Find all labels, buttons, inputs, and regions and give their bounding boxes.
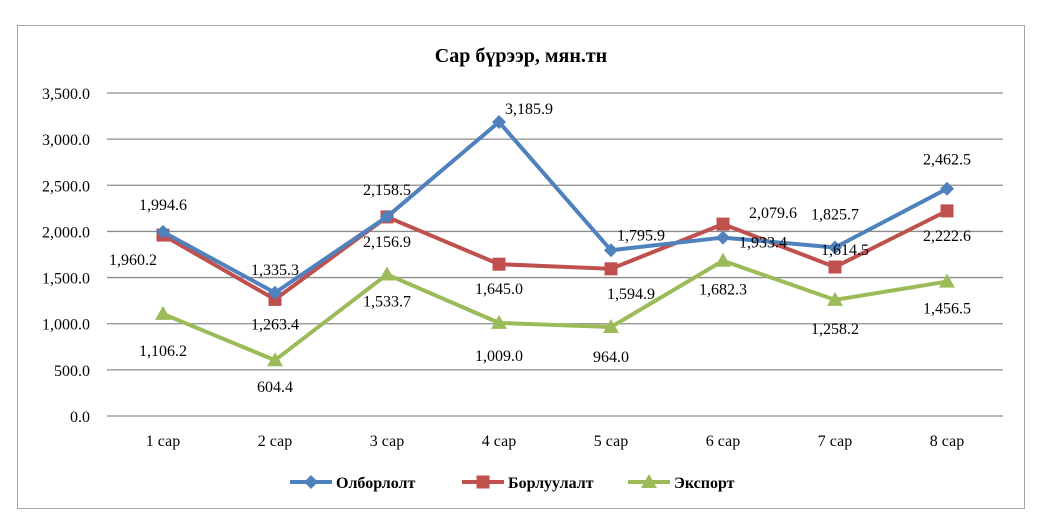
y-tick-label: 2,000.0 xyxy=(42,224,90,241)
diamond-marker-icon xyxy=(156,224,170,239)
diamond-marker-icon xyxy=(828,240,842,255)
data-label: 964.0 xyxy=(593,349,629,366)
diamond-marker-icon xyxy=(380,209,394,224)
data-label: 1,533.7 xyxy=(363,293,411,310)
x-tick-label: 5 сар xyxy=(594,433,628,450)
y-tick-label: 500.0 xyxy=(54,363,90,380)
triangle-marker-icon xyxy=(491,314,507,329)
legend-label: Борлуулалт xyxy=(508,475,594,492)
x-tick-label: 4 сар xyxy=(482,433,516,450)
y-tick-label: 3,000.0 xyxy=(42,132,90,149)
chart-title: Сар бүрээр, мян.тн xyxy=(435,45,607,67)
y-tick-label: 1,500.0 xyxy=(42,271,90,288)
data-label: 2,156.9 xyxy=(363,234,411,251)
square-marker-icon xyxy=(492,257,506,271)
legend-label: Олборлолт xyxy=(336,475,415,492)
y-tick-label: 2,500.0 xyxy=(42,178,90,195)
diamond-marker-icon xyxy=(492,114,506,129)
x-axis-ticks: 1 сар 2 сар 3 сар 4 сар 5 сар 6 сар 7 сар 8 сар xyxy=(146,433,964,450)
square-marker-icon xyxy=(940,204,954,218)
triangle-marker-icon xyxy=(939,273,955,288)
diamond-marker-icon xyxy=(268,285,282,300)
square-marker-icon xyxy=(604,262,618,276)
data-label: 1,456.5 xyxy=(923,301,971,318)
data-label: 2,158.5 xyxy=(363,182,411,199)
legend-item: Экспорт xyxy=(628,474,735,492)
x-tick-label: 1 сар xyxy=(146,433,180,450)
x-tick-label: 6 сар xyxy=(706,433,740,450)
triangle-marker-icon xyxy=(827,291,843,306)
data-label: 2,222.6 xyxy=(923,228,971,245)
data-label: 1,795.9 xyxy=(617,227,665,244)
triangle-marker-icon xyxy=(267,352,283,367)
x-tick-label: 2 сар xyxy=(258,433,292,450)
data-label: 1,258.2 xyxy=(811,321,859,338)
diamond-legend-icon xyxy=(304,475,318,489)
data-label: 1,645.0 xyxy=(475,281,523,298)
series-triangle xyxy=(155,252,955,367)
data-label: 3,185.9 xyxy=(505,101,553,118)
series-line xyxy=(162,258,948,363)
square-marker-icon xyxy=(716,217,730,231)
data-label: 2,462.5 xyxy=(923,152,971,169)
data-label: 604.4 xyxy=(257,379,293,396)
data-label: 1,263.4 xyxy=(251,316,299,333)
data-label: 1,825.7 xyxy=(811,207,859,224)
y-tick-label: 1,000.0 xyxy=(42,317,90,334)
square-marker-icon xyxy=(828,260,842,274)
diamond-marker-icon xyxy=(716,230,730,245)
triangle-marker-icon xyxy=(155,305,171,320)
legend: Олборлолт Борлуулалт Экспорт xyxy=(290,474,735,492)
data-label: 1,682.3 xyxy=(699,282,747,299)
series-diamond xyxy=(156,114,954,300)
legend-label: Экспорт xyxy=(674,475,735,492)
legend-item: Борлуулалт xyxy=(462,475,594,492)
data-label: 1,009.0 xyxy=(475,348,523,365)
data-label: 1,960.2 xyxy=(109,252,157,269)
series-lines xyxy=(155,114,955,367)
data-label: 1,614.5 xyxy=(821,242,869,259)
x-tick-label: 7 сар xyxy=(818,433,852,450)
data-label: 2,079.6 xyxy=(749,205,797,222)
triangle-marker-icon xyxy=(603,319,619,334)
triangle-marker-icon xyxy=(715,252,731,267)
x-tick-label: 3 сар xyxy=(370,433,404,450)
y-axis-ticks: 0.0 500.0 1,000.0 1,500.0 2,000.0 2,500.0 3,00… xyxy=(42,86,90,426)
data-label: 1,594.9 xyxy=(607,286,655,303)
series-line xyxy=(162,119,948,295)
data-label: 1,994.6 xyxy=(139,197,187,214)
square-legend-icon xyxy=(476,475,490,489)
diamond-marker-icon xyxy=(940,181,954,196)
data-label: 1,106.2 xyxy=(139,343,187,360)
series-line xyxy=(162,209,948,302)
data-labels: 1,994.6 1,335.3 2,158.5 3,185.9 1,795.9 1,933… xyxy=(109,101,971,396)
triangle-legend-icon xyxy=(641,474,657,488)
y-tick-label: 3,500.0 xyxy=(42,86,90,103)
data-label: 1,933.4 xyxy=(739,235,787,252)
diamond-marker-icon xyxy=(604,243,618,258)
y-tick-label: 0.0 xyxy=(70,409,90,426)
x-tick-label: 8 сар xyxy=(930,433,964,450)
legend-item: Олборлолт xyxy=(290,475,415,492)
triangle-marker-icon xyxy=(379,266,395,281)
data-label: 1,335.3 xyxy=(251,262,299,279)
